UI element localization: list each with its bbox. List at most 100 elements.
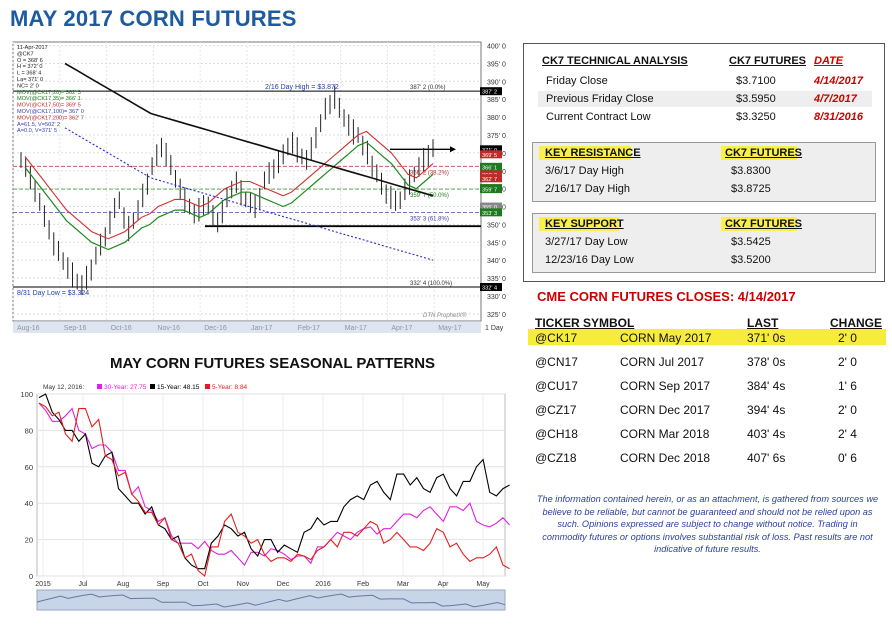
y-tick-label: 395' 0	[487, 61, 506, 68]
ma-100-line	[64, 127, 434, 261]
support-col-bg	[721, 217, 797, 231]
ticker-cell: @CH18	[535, 427, 578, 441]
ta-row-label: Current Contract Low	[546, 111, 651, 123]
value-tag-label: 387' 2	[482, 90, 497, 96]
resistance-col-bg	[721, 146, 797, 160]
navigator-line	[36, 593, 506, 608]
low-annotation: 8/31 Day Low = $3.324	[17, 290, 89, 297]
info-line: 11-Apr-2017	[17, 45, 48, 51]
fib-382-label: 366' 2 (38.2%)	[410, 170, 449, 176]
ta-header-date: DATE	[814, 55, 844, 67]
closes-title: CME CORN FUTURES CLOSES: 4/14/2017	[537, 289, 796, 304]
ticker-cell: @CU17	[535, 379, 578, 393]
change-cell: 2' 0	[838, 355, 857, 369]
legend-swatch	[150, 384, 155, 389]
resistance-label: 2/16/17 Day High	[545, 183, 630, 195]
closes-header-ticker: TICKER SYMBOL	[535, 316, 635, 330]
ma-50-line	[24, 130, 434, 240]
value-tag	[480, 283, 502, 292]
info-line: MOV(@CK17,100)= 367' 0	[17, 109, 84, 115]
date-axis-bar	[13, 321, 481, 333]
key-support-box: KEY SUPPORT CK7 FUTURES 3/27/17 Day Low …	[532, 213, 876, 273]
info-line: O = 368' 6	[17, 58, 43, 64]
x-tick-label: Oct	[198, 581, 209, 588]
value-tag-label: 353' 3	[482, 211, 497, 217]
contract-name-cell: CORN Dec 2017	[620, 403, 711, 417]
x-tick-label: Dec	[277, 581, 290, 588]
value-tag	[480, 162, 502, 171]
resistance-col: CK7 FUTURES	[725, 147, 803, 159]
last-price-cell: 403' 4s	[747, 427, 786, 441]
value-tag	[480, 208, 502, 217]
value-tag	[480, 202, 502, 211]
y-tick-label: 40	[25, 499, 33, 508]
y-tick-label: 330' 0	[487, 294, 506, 301]
seasonal-series-line	[38, 393, 510, 570]
y-tick-label: 340' 0	[487, 258, 506, 265]
y-tick-label: 335' 0	[487, 276, 506, 283]
x-tick-label: Nov	[237, 581, 250, 588]
y-tick-label: 60	[25, 463, 33, 472]
info-line: MOV(@CK17,20)= 362' 3	[17, 90, 81, 96]
y-tick-label: 375' 0	[487, 133, 506, 140]
x-tick-label: Aug	[117, 581, 130, 588]
contract-name-cell: CORN May 2017	[620, 331, 712, 345]
highlight-row	[528, 329, 886, 345]
support-header-bg	[539, 217, 619, 231]
ta-row-value: $3.5950	[736, 93, 776, 105]
value-tag	[480, 174, 502, 183]
ta-row-date: 8/31/2016	[814, 111, 863, 123]
change-cell: 2' 0	[838, 331, 857, 345]
seasonal-series-line	[38, 402, 510, 577]
ta-row-value: $3.7100	[736, 75, 776, 87]
contract-name-cell: CORN Mar 2018	[620, 427, 710, 441]
contract-name-cell: CORN Dec 2018	[620, 451, 711, 465]
navigator-bar	[36, 589, 506, 611]
info-line: MOV(@CK17,50)= 369' 5	[17, 103, 81, 109]
y-tick-label: 350' 0	[487, 222, 506, 229]
value-tag-label: 355' 0	[482, 205, 497, 211]
x-tick-label: Apr	[438, 581, 450, 588]
legend-date: May 12, 2016:	[43, 384, 84, 391]
last-price-cell: 371' 0s	[747, 331, 786, 345]
closes-header-change: CHANGE	[830, 316, 883, 330]
value-tag-label: 362' 7	[482, 177, 497, 183]
ta-row-date: 4/14/2017	[814, 75, 863, 87]
info-line: La= 371' 0	[17, 77, 43, 83]
info-line: L = 368' 4	[17, 71, 41, 77]
ta-row-date: 4/7/2017	[814, 93, 857, 105]
fib-100-label: 332' 4 (100.0%)	[410, 281, 452, 287]
y-tick-label: 100	[20, 390, 33, 399]
support-label: 3/27/17 Day Low	[545, 236, 628, 248]
info-line: MOV(@CK17,35)= 366' 1	[17, 96, 81, 102]
fib-50-label: 359' 7 (50.0%)	[410, 193, 449, 199]
contract-name-cell: CORN Jul 2017	[620, 355, 705, 369]
fib-0-label: 387' 2 (0.0%)	[410, 85, 446, 91]
support-header: KEY SUPPORT	[545, 218, 624, 230]
ta-header-label: CK7 TECHNICAL ANALYSIS	[542, 55, 688, 67]
y-tick-label: 325' 0	[487, 312, 506, 319]
resistance-header: KEY RESISTANCE	[545, 147, 641, 159]
disclaimer: The information contained herein, or as …	[536, 494, 879, 554]
support-label: 12/23/16 Day Low	[545, 254, 634, 266]
info-line: MOV(@CK17,200)= 362' 7	[17, 115, 84, 121]
ta-row-label: Previous Friday Close	[546, 93, 654, 105]
legend-label: 5-Year: 8.84	[212, 384, 248, 391]
resistance-value: $3.8300	[731, 165, 771, 177]
timeframe-label: 1 Day	[485, 325, 504, 332]
ta-row-bg	[538, 91, 872, 107]
legend-label: 30-Year: 27.75	[104, 384, 147, 391]
x-tick-label: Mar	[397, 581, 410, 588]
info-line: A=0.0, V=371' 5	[17, 128, 57, 134]
key-resistance-box: KEY RESISTANCE CK7 FUTURES 3/6/17 Day Hi…	[532, 142, 876, 202]
info-line: @CK7	[17, 51, 34, 57]
last-price-cell: 394' 4s	[747, 403, 786, 417]
ta-row-label: Friday Close	[546, 75, 608, 87]
value-tag-label: 369' 5	[482, 153, 497, 159]
y-tick-label: 390' 0	[487, 79, 506, 86]
x-tick-label: Jul	[79, 581, 88, 588]
last-price-cell: 378' 0s	[747, 355, 786, 369]
change-cell: 2' 4	[838, 427, 857, 441]
resistance-header-bg	[539, 146, 631, 160]
